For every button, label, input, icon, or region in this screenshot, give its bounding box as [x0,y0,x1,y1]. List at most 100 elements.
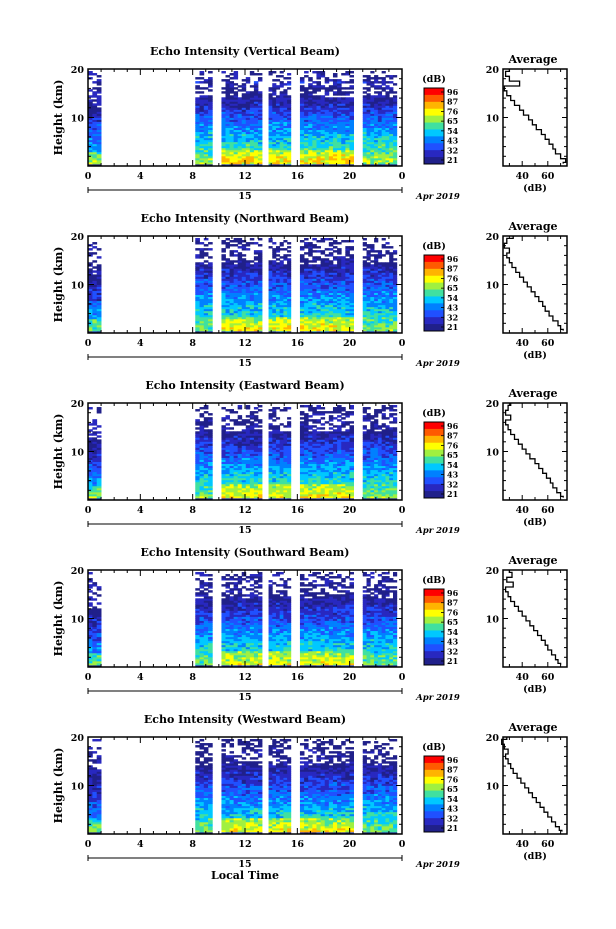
heatmap-cell [88,493,93,497]
heatmap-cell [268,113,273,116]
heatmap-cell [92,282,98,285]
heatmap-cell [377,324,383,328]
heatmap-cell [268,298,273,302]
heatmap-cell [241,421,247,424]
heatmap-cell [253,429,259,432]
heatmap-cell [96,316,102,320]
heatmap-cell [287,260,292,263]
heatmap-cell [287,258,292,261]
heatmap-cell [279,99,284,102]
heatmap-cell [88,73,93,76]
heatmap-cell [389,262,394,265]
heatmap-cell [366,81,371,84]
heatmap-cell [337,105,342,108]
heatmap-cell [257,485,263,489]
heatmap-cell [279,123,284,126]
heatmap-cell [229,73,235,76]
heatmap-cell [287,433,292,436]
heatmap-cell [328,101,334,104]
heatmap-cell [389,282,394,285]
heatmap-cell [374,99,379,102]
heatmap-cell [283,286,288,289]
heatmap-cell [253,330,259,334]
heatmap-cell [381,330,386,334]
heatmap-cell [92,467,98,471]
heatmap-cell [374,155,379,159]
heatmap-cell [253,425,259,428]
heatmap-cell [229,121,235,124]
heatmap-cell [279,145,284,149]
heatmap-cell [195,479,200,483]
heatmap-cell [96,274,102,277]
heatmap-cell [308,326,313,330]
heatmap-cell [253,489,259,493]
heatmap-cell [195,308,200,312]
heatmap-cell [199,316,205,320]
heatmap-cell [304,264,309,267]
heatmap-cell [268,97,273,100]
heatmap-cell [229,326,235,330]
heatmap-cell [345,123,350,126]
heatmap-cell [377,266,383,269]
heatmap-cell [324,306,330,310]
heatmap-cell [279,117,284,120]
heatmap-cell [241,127,247,131]
heatmap-cell [328,89,334,92]
heatmap-cell [272,491,277,495]
heatmap-cell [195,294,200,298]
heatmap-cell [392,290,398,293]
heatmap-cell [249,302,255,306]
heatmap-cell [241,240,247,243]
colorbar-tick-label: 54 [447,293,459,303]
heatmap-cell [225,244,230,247]
heatmap-cell [257,145,263,149]
heatmap-cell [268,296,273,300]
heatmap-cell [208,276,213,279]
heatmap-cell [253,447,259,450]
heatmap-cell [304,258,309,261]
heatmap-cell [370,77,375,80]
heatmap-cell [312,161,317,165]
heatmap-cell [381,149,386,153]
heatmap-cell [279,489,284,493]
heatmap-cell [249,427,255,430]
heatmap-cell [320,310,326,314]
heatmap-cell [268,260,273,263]
heatmap-cell [208,449,213,452]
heatmap-cell [241,467,247,471]
heatmap-cell [366,127,371,131]
heatmap-cell [195,326,200,330]
heatmap-cell [349,274,354,277]
heatmap-cell [96,97,102,100]
heatmap-cell [349,495,354,499]
heatmap-cell [316,83,321,86]
heatmap-cell [275,290,281,293]
heatmap-cell [370,314,375,318]
heatmap-cell [241,145,247,149]
heatmap-cell [374,238,379,241]
heatmap-cell [377,91,383,94]
heatmap-cell [283,159,288,163]
heatmap-cell [208,316,213,320]
heatmap-cell [233,296,239,300]
heatmap-cell [275,316,281,320]
heatmap-cell [374,318,379,322]
heatmap-cell [328,87,334,90]
heatmap-cell [233,282,239,285]
heatmap-cell [308,105,313,108]
heatmap-cell [320,139,326,143]
heatmap-cell [349,296,354,300]
heatmap-cell [229,308,235,312]
heatmap-cell [349,147,354,151]
heatmap-cell [328,278,334,281]
heatmap-cell [249,493,255,497]
heatmap-cell [199,330,205,334]
heatmap-cell [389,316,394,320]
heatmap-cell [385,262,390,265]
heatmap-cell [88,429,93,432]
heatmap-cell [381,139,386,143]
heatmap-cell [349,153,354,157]
heatmap-cell [392,111,398,114]
heatmap-cell [229,244,235,247]
heatmap-cell [268,276,273,279]
